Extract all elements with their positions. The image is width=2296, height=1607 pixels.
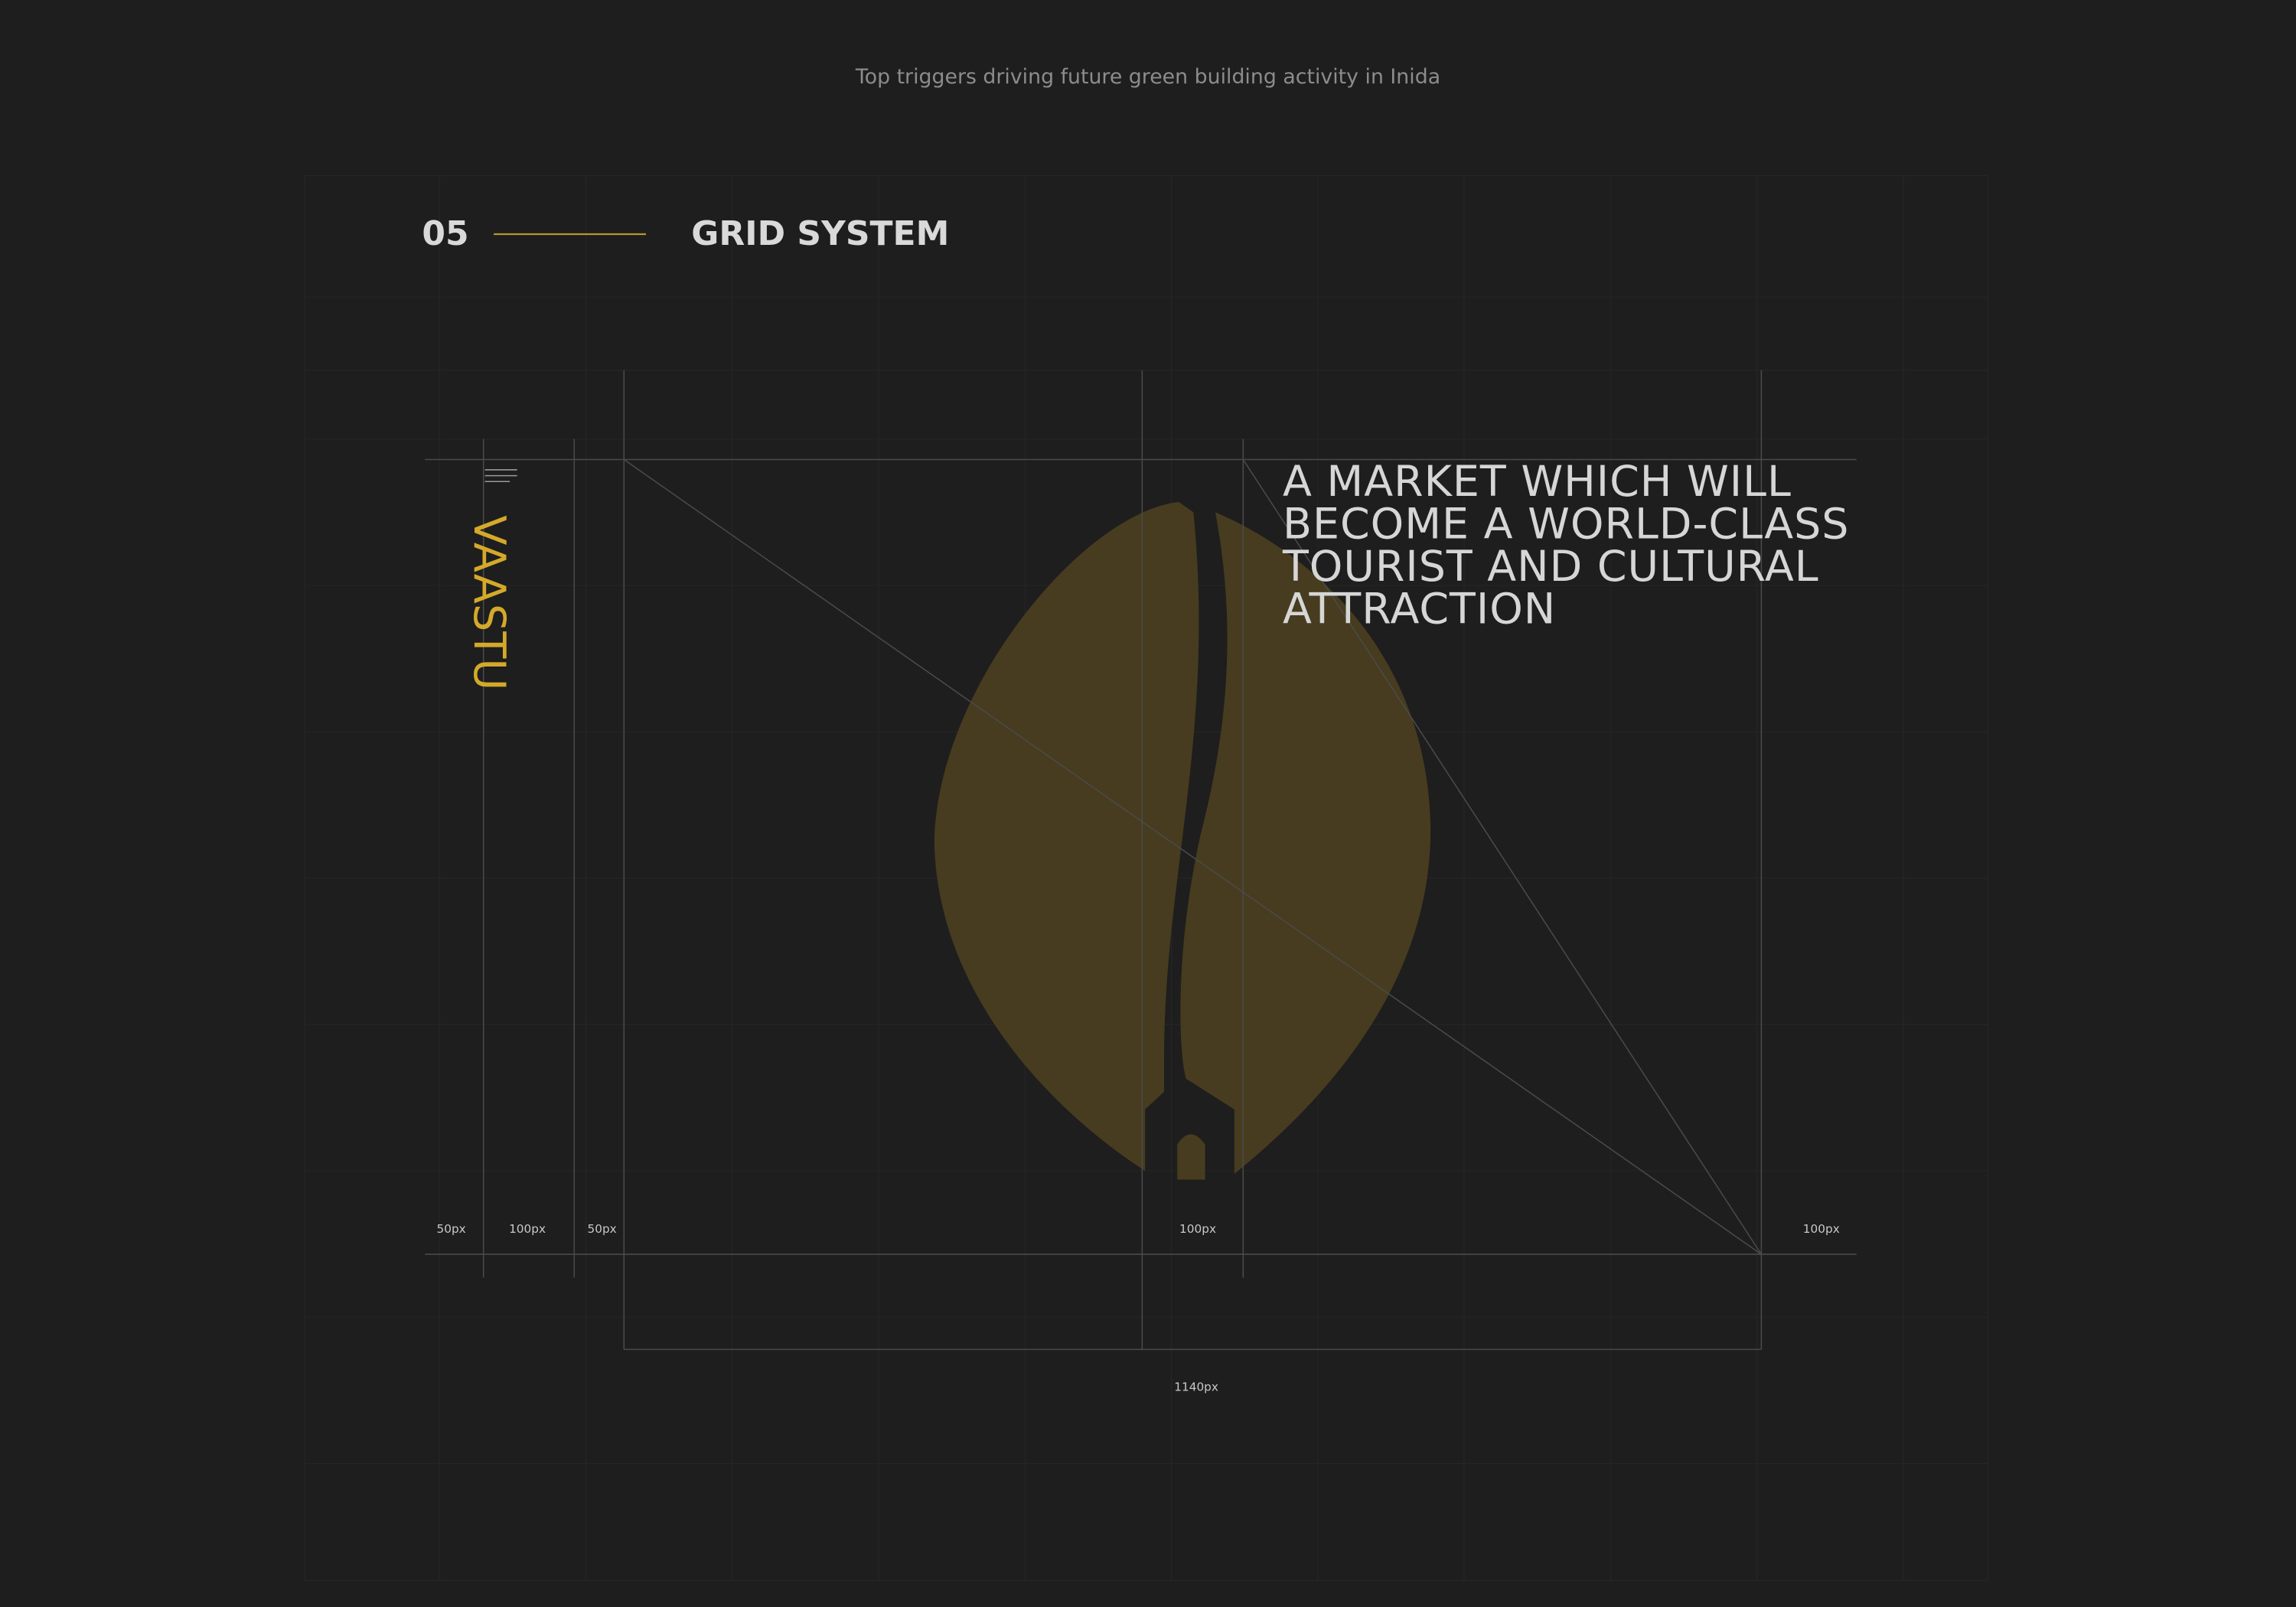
headline-line: BECOME A WORLD-CLASS	[1283, 500, 1849, 549]
headline-line: ATTRACTION	[1283, 585, 1556, 634]
vertical-label: VAASTU	[464, 515, 515, 690]
section-title: GRID SYSTEM	[691, 214, 949, 253]
measure-label: 1140px	[1174, 1380, 1218, 1394]
measure-label: 50px	[437, 1222, 466, 1236]
measure-label: 50px	[587, 1222, 616, 1236]
measure-label: 100px	[1803, 1222, 1840, 1236]
measure-label: 100px	[509, 1222, 546, 1236]
construction-lines	[425, 370, 1857, 1351]
headline-line: TOURIST AND CULTURAL	[1282, 543, 1819, 592]
headline-line: A MARKET WHICH WILL	[1283, 458, 1792, 507]
section-number: 05	[422, 214, 468, 253]
subtitle: Top triggers driving future green buildi…	[855, 65, 1440, 89]
measure-label: 100px	[1179, 1222, 1216, 1236]
